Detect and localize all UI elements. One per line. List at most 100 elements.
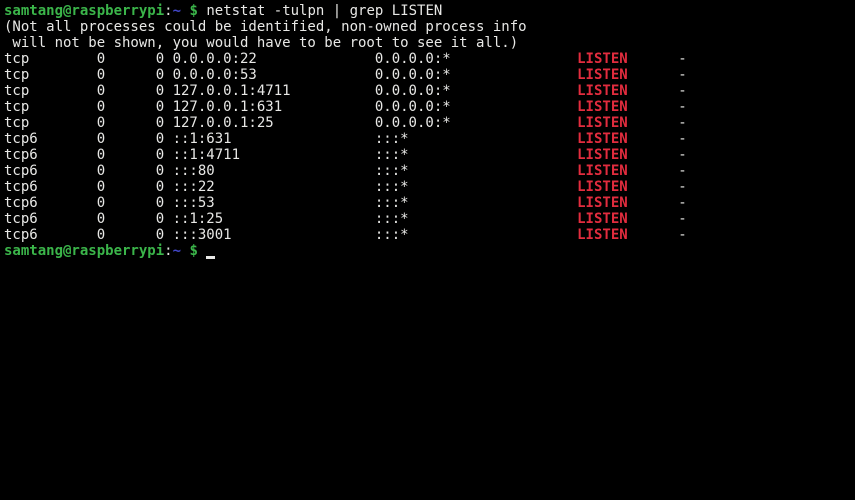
row-state: LISTEN xyxy=(577,115,628,131)
row-pid-program: - xyxy=(678,195,687,211)
row-recv-q: 0 xyxy=(96,211,106,227)
row-recv-q: 0 xyxy=(96,115,106,131)
row-local-address: :::53 xyxy=(172,195,215,211)
netstat-warning-line-1: (Not all processes could be identified, … xyxy=(4,19,527,35)
netstat-row: tcp6 0 0:::3001:::* LISTEN - xyxy=(4,227,855,243)
row-proto: tcp xyxy=(4,83,30,99)
netstat-warning-line-2: will not be shown, you would have to be … xyxy=(4,35,519,51)
row-state: LISTEN xyxy=(577,131,628,147)
row-foreign-address: :::* xyxy=(374,131,409,147)
row-foreign-address: :::* xyxy=(374,227,409,243)
row-pid-program: - xyxy=(678,51,687,67)
row-recv-q: 0 xyxy=(96,67,106,83)
row-pid-program: - xyxy=(678,227,687,243)
row-send-q: 0 xyxy=(155,115,165,131)
netstat-row: tcp 0 0 127.0.0.1:25 0.0.0.0:* LISTEN - xyxy=(4,115,855,131)
prompt-dollar: $ xyxy=(189,243,198,259)
row-send-q: 0 xyxy=(155,227,165,243)
row-local-address: ::1:631 xyxy=(172,131,232,147)
prompt-user-host: samtang@raspberrypi xyxy=(4,243,165,259)
row-proto: tcp6 xyxy=(4,227,38,243)
command-prompt-line: samtang@raspberrypi:~ $ netstat -tulpn |… xyxy=(4,3,855,19)
row-local-address: ::1:25 xyxy=(172,211,224,227)
prompt-user-host: samtang@raspberrypi xyxy=(4,3,165,19)
netstat-row: tcp6 0 0:::80:::* LISTEN - xyxy=(4,163,855,179)
row-foreign-address: 0.0.0.0:* xyxy=(374,83,451,99)
row-pid-program: - xyxy=(678,147,687,163)
netstat-row: tcp6 0 0:::22:::* LISTEN - xyxy=(4,179,855,195)
prompt-path: ~ xyxy=(172,3,182,19)
row-send-q: 0 xyxy=(155,83,165,99)
row-proto: tcp6 xyxy=(4,211,38,227)
row-pid-program: - xyxy=(678,179,687,195)
row-foreign-address: :::* xyxy=(374,179,409,195)
netstat-row: tcp6 0 0:::53:::* LISTEN - xyxy=(4,195,855,211)
row-proto: tcp6 xyxy=(4,195,38,211)
netstat-row: tcp6 0 0::1:4711:::* LISTEN - xyxy=(4,147,855,163)
row-local-address: :::3001 xyxy=(172,227,232,243)
row-recv-q: 0 xyxy=(96,83,106,99)
row-recv-q: 0 xyxy=(96,51,106,67)
row-local-address: :::22 xyxy=(172,179,215,195)
row-state: LISTEN xyxy=(577,227,628,243)
row-proto: tcp xyxy=(4,115,30,131)
row-local-address: 127.0.0.1:4711 xyxy=(172,83,291,99)
netstat-row: tcp 0 0 0.0.0.0:53 0.0.0.0:* LISTEN - xyxy=(4,67,855,83)
row-pid-program: - xyxy=(678,115,687,131)
netstat-row: tcp 0 0 127.0.0.1:4711 0.0.0.0:* LISTEN - xyxy=(4,83,855,99)
row-state: LISTEN xyxy=(577,99,628,115)
row-proto: tcp xyxy=(4,51,30,67)
row-state: LISTEN xyxy=(577,67,628,83)
prompt-path: ~ xyxy=(172,243,182,259)
row-recv-q: 0 xyxy=(96,147,106,163)
row-send-q: 0 xyxy=(155,131,165,147)
row-local-address: ::1:4711 xyxy=(172,147,240,163)
row-local-address: 127.0.0.1:631 xyxy=(172,99,283,115)
netstat-row: tcp 0 0 127.0.0.1:631 0.0.0.0:* LISTEN - xyxy=(4,99,855,115)
row-send-q: 0 xyxy=(155,179,165,195)
netstat-row: tcp 0 0 0.0.0.0:22 0.0.0.0:* LISTEN - xyxy=(4,51,855,67)
row-state: LISTEN xyxy=(577,179,628,195)
row-state: LISTEN xyxy=(577,195,628,211)
row-recv-q: 0 xyxy=(96,163,106,179)
spacer xyxy=(198,243,206,259)
row-send-q: 0 xyxy=(155,163,165,179)
row-foreign-address: 0.0.0.0:* xyxy=(374,51,451,67)
row-foreign-address: 0.0.0.0:* xyxy=(374,67,451,83)
row-pid-program: - xyxy=(678,83,687,99)
row-foreign-address: 0.0.0.0:* xyxy=(374,99,451,115)
row-proto: tcp6 xyxy=(4,131,38,147)
row-proto: tcp xyxy=(4,99,30,115)
row-pid-program: - xyxy=(678,131,687,147)
row-pid-program: - xyxy=(678,99,687,115)
command-text: netstat -tulpn | grep LISTEN xyxy=(206,3,443,19)
row-recv-q: 0 xyxy=(96,227,106,243)
row-send-q: 0 xyxy=(155,51,165,67)
row-send-q: 0 xyxy=(155,147,165,163)
row-state: LISTEN xyxy=(577,83,628,99)
row-foreign-address: :::* xyxy=(374,147,409,163)
row-pid-program: - xyxy=(678,211,687,227)
row-recv-q: 0 xyxy=(96,99,106,115)
row-local-address: 0.0.0.0:53 xyxy=(172,67,257,83)
row-state: LISTEN xyxy=(577,163,628,179)
bottom-prompt-line: samtang@raspberrypi:~ $ xyxy=(4,243,855,259)
row-pid-program: - xyxy=(678,163,687,179)
row-send-q: 0 xyxy=(155,99,165,115)
row-foreign-address: :::* xyxy=(374,211,409,227)
netstat-row: tcp6 0 0::1:25:::* LISTEN - xyxy=(4,211,855,227)
row-proto: tcp6 xyxy=(4,147,38,163)
prompt-dollar: $ xyxy=(189,3,198,19)
row-proto: tcp6 xyxy=(4,163,38,179)
row-recv-q: 0 xyxy=(96,131,106,147)
prompt-separator: : xyxy=(164,243,173,259)
row-recv-q: 0 xyxy=(96,195,106,211)
row-recv-q: 0 xyxy=(96,179,106,195)
row-state: LISTEN xyxy=(577,147,628,163)
row-foreign-address: 0.0.0.0:* xyxy=(374,115,451,131)
row-local-address: 0.0.0.0:22 xyxy=(172,51,257,67)
row-proto: tcp xyxy=(4,67,30,83)
prompt-separator: : xyxy=(164,3,173,19)
row-local-address: :::80 xyxy=(172,163,215,179)
